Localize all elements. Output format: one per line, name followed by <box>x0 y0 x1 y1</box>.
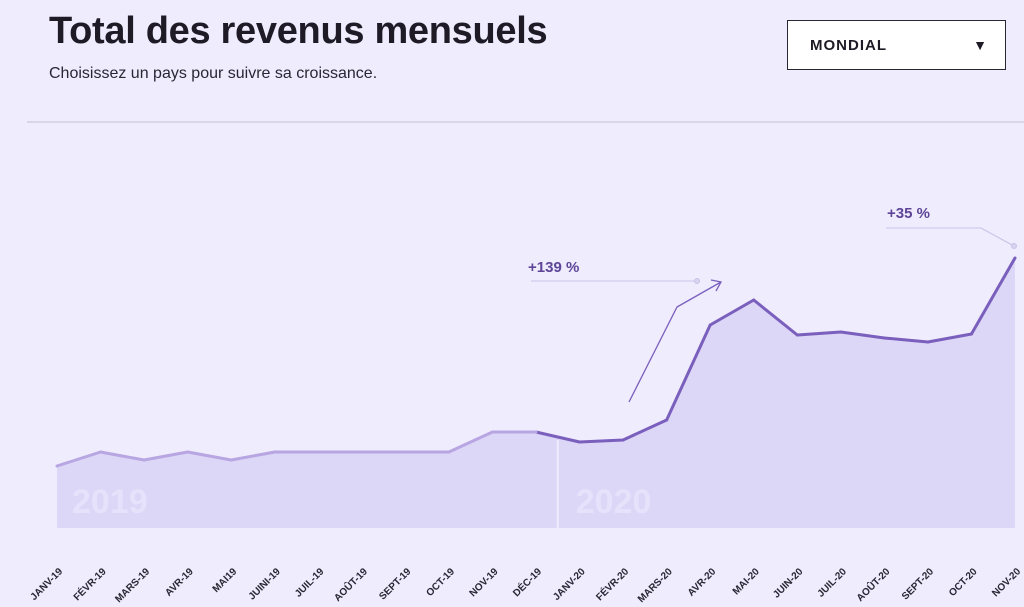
arrow-head-icon <box>710 279 723 292</box>
x-tick-label: JUIN-20 <box>771 566 805 600</box>
x-tick-label: MAI19 <box>211 566 240 595</box>
annotation-35: +35 % <box>887 205 930 222</box>
header-divider <box>27 121 1024 123</box>
data-point <box>490 430 494 434</box>
x-tick-label: AOÛT-19 <box>331 565 370 604</box>
country-select-value: MONDIAL <box>810 36 887 54</box>
data-point <box>534 430 538 434</box>
data-point <box>142 458 146 462</box>
data-point <box>186 450 190 454</box>
data-point <box>926 340 930 344</box>
x-tick-label: JANV-20 <box>551 566 588 603</box>
page-title: Total des revenus mensuels <box>49 10 548 52</box>
x-tick-label: AOÛT-20 <box>853 565 892 604</box>
x-tick-label: NOV-20 <box>990 566 1023 599</box>
data-point <box>795 333 799 337</box>
x-tick-label: FÉVR-19 <box>70 565 109 604</box>
x-tick-label: OCT-20 <box>947 566 980 599</box>
series-line-2020 <box>535 257 1017 444</box>
annotation-dot <box>1011 243 1017 249</box>
data-point <box>55 464 59 468</box>
x-tick-label: MARS-19 <box>113 566 152 605</box>
country-select[interactable]: MONDIAL ▼ <box>787 20 1006 70</box>
x-tick-label: JUINI-19 <box>247 566 283 602</box>
x-tick-label: SEPT-20 <box>900 566 936 602</box>
area-fill <box>57 258 1015 528</box>
x-tick-label: OCT-19 <box>424 566 457 599</box>
x-tick-label: AVR-20 <box>686 566 719 599</box>
x-tick-label: JUIL-20 <box>816 566 850 600</box>
caret-down-icon: ▼ <box>973 37 987 53</box>
data-point <box>882 336 886 340</box>
data-point <box>273 450 277 454</box>
x-tick-label: JANV-19 <box>29 566 66 603</box>
x-tick-label: FÉVR-20 <box>593 565 632 604</box>
x-tick-label: MARS-20 <box>636 566 675 605</box>
data-point <box>578 440 582 444</box>
data-point <box>1013 256 1017 260</box>
annotation-dot <box>694 278 700 284</box>
annotation-leader <box>886 227 1015 247</box>
x-tick-label: DÉC-19 <box>510 565 545 600</box>
data-point <box>621 438 625 442</box>
data-point <box>403 450 407 454</box>
annotation-139: +139 % <box>528 259 579 276</box>
data-point <box>316 450 320 454</box>
data-point <box>708 323 712 327</box>
x-tick-label: MAI-20 <box>731 566 762 597</box>
data-point <box>665 418 669 422</box>
year-label-2020: 2020 <box>576 483 652 521</box>
series-line-2019 <box>56 430 536 468</box>
data-point <box>447 450 451 454</box>
data-point <box>229 458 233 462</box>
x-tick-label: JUIL-19 <box>293 566 327 600</box>
data-point <box>969 332 973 336</box>
x-tick-label: SEPT-19 <box>377 566 413 602</box>
x-tick-label: NOV-19 <box>468 566 501 599</box>
growth-arrow <box>628 281 722 403</box>
year-label-2019: 2019 <box>72 483 148 521</box>
x-tick-label: AVR-19 <box>163 566 196 599</box>
data-point <box>99 450 103 454</box>
page-subtitle: Choisissez un pays pour suivre sa croiss… <box>49 65 378 82</box>
data-point <box>752 298 756 302</box>
data-point <box>839 330 843 334</box>
data-point <box>360 450 364 454</box>
